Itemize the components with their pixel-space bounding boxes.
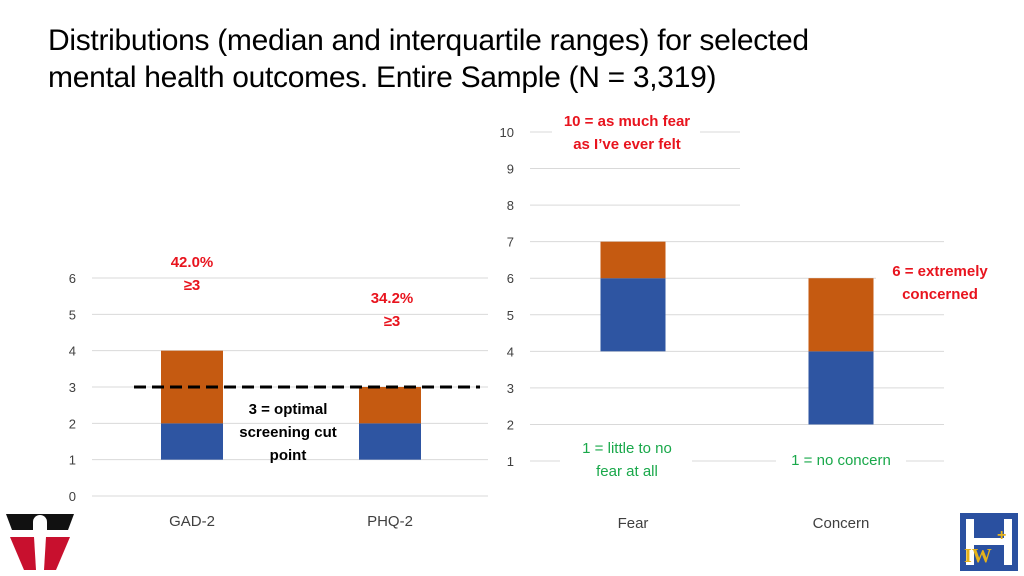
prevalence-annotation: ≥3 <box>184 277 201 294</box>
scale-min-label: fear at all <box>596 463 658 480</box>
y-tick-label: 6 <box>507 271 514 286</box>
cut-point-label: point <box>270 447 307 464</box>
iw-plus-logo: IW + <box>960 513 1018 571</box>
prevalence-annotation: 42.0% <box>171 254 214 271</box>
y-tick-label: 3 <box>69 380 76 395</box>
category-label: PHQ-2 <box>367 513 413 530</box>
y-tick-label: 5 <box>507 308 514 323</box>
box-upper-quartile <box>359 387 421 424</box>
category-label: GAD-2 <box>169 513 215 530</box>
scale-max-label: concerned <box>902 286 978 303</box>
y-tick-label: 3 <box>507 381 514 396</box>
y-tick-label: 4 <box>69 344 76 359</box>
box-upper-quartile <box>808 278 874 352</box>
y-tick-label: 9 <box>507 162 514 177</box>
category-label: Fear <box>618 515 649 532</box>
y-tick-label: 1 <box>69 453 76 468</box>
prevalence-annotation: 34.2% <box>371 290 414 307</box>
y-tick-label: 8 <box>507 198 514 213</box>
scale-max-label: 10 = as much fear <box>564 113 690 130</box>
scale-max-label: 6 = extremely <box>892 263 988 280</box>
box-lower-quartile <box>359 423 421 460</box>
red-black-university-logo <box>6 514 74 570</box>
title-line-2: mental health outcomes. Entire Sample (N… <box>48 61 717 94</box>
y-tick-label: 4 <box>507 344 514 359</box>
y-tick-label: 0 <box>69 489 76 504</box>
box-upper-quartile <box>600 241 666 279</box>
left-chart: 0 1 2 3 4 5 6 GAD-2 PHQ-2 42.0% ≥3 34.2% ≥3 3 = opt… <box>69 254 488 530</box>
cut-point-label: 3 = optimal <box>249 401 328 418</box>
y-tick-label: 2 <box>507 417 514 432</box>
title-line-1: Distributions (median and interquartile … <box>48 24 809 57</box>
cut-point-label: screening cut <box>239 424 337 441</box>
scale-max-label: as I’ve ever felt <box>573 136 681 153</box>
y-tick-label: 5 <box>69 307 76 322</box>
svg-text:IW: IW <box>964 545 992 567</box>
y-tick-label: 6 <box>69 271 76 286</box>
scale-min-label: 1 = no concern <box>791 452 891 469</box>
right-chart: 1 2 3 4 5 6 7 8 9 10 Fear Concern 10 = as much fea… <box>500 113 989 532</box>
category-label: Concern <box>813 515 870 532</box>
box-lower-quartile <box>600 278 666 352</box>
scale-min-label: 1 = little to no <box>582 440 672 457</box>
svg-text:+: + <box>997 527 1006 544</box>
y-tick-label: 2 <box>69 416 76 431</box>
box-lower-quartile <box>808 351 874 425</box>
prevalence-annotation: ≥3 <box>384 313 401 330</box>
y-tick-label: 7 <box>507 235 514 250</box>
y-tick-label: 1 <box>507 454 514 469</box>
page-title: Distributions (median and interquartile … <box>48 22 809 96</box>
y-tick-label: 10 <box>500 125 514 140</box>
box-lower-quartile <box>161 423 223 460</box>
